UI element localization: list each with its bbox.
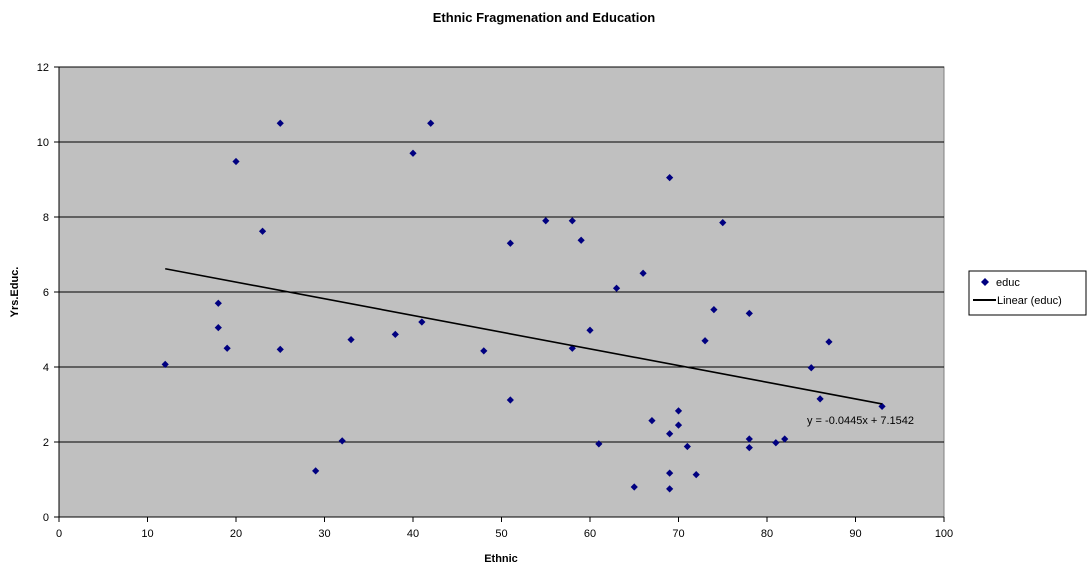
data-point-43 bbox=[781, 435, 789, 443]
data-point-33 bbox=[674, 421, 683, 429]
x-axis-title: Ethnic bbox=[484, 553, 518, 565]
x-tick-label-0: 0 bbox=[56, 528, 62, 540]
data-point-28 bbox=[666, 174, 674, 182]
data-point-34 bbox=[683, 442, 691, 451]
data-points bbox=[161, 119, 886, 493]
data-point-23 bbox=[595, 440, 603, 448]
data-point-3 bbox=[223, 344, 231, 352]
legend-box bbox=[968, 270, 1087, 316]
data-point-7 bbox=[276, 345, 284, 353]
data-point-10 bbox=[347, 336, 355, 344]
y-tick-labels: 0 2 4 6 8 10 12 bbox=[37, 62, 49, 524]
x-tick-label-80: 80 bbox=[761, 528, 773, 540]
data-point-8 bbox=[312, 467, 320, 475]
axes bbox=[54, 66, 945, 522]
data-point-12 bbox=[409, 149, 417, 157]
x-tick-label-20: 20 bbox=[230, 528, 242, 540]
chart-title: Ethnic Fragmenation and Education bbox=[433, 10, 656, 25]
legend-label-educ: educ bbox=[996, 277, 1020, 289]
data-point-13 bbox=[418, 318, 426, 326]
data-point-32 bbox=[674, 407, 683, 415]
x-tick-label-30: 30 bbox=[318, 528, 330, 540]
data-point-42 bbox=[772, 439, 780, 447]
data-point-14 bbox=[427, 119, 435, 127]
data-point-18 bbox=[542, 217, 550, 225]
data-point-26 bbox=[639, 269, 647, 277]
data-point-27 bbox=[648, 417, 656, 425]
data-point-9 bbox=[338, 437, 346, 445]
data-point-21 bbox=[577, 236, 585, 244]
legend-label-linear: Linear (educ) bbox=[997, 295, 1062, 307]
data-point-0 bbox=[161, 360, 169, 368]
data-point-35 bbox=[692, 471, 700, 479]
data-point-1 bbox=[214, 299, 222, 307]
data-point-41 bbox=[745, 444, 753, 452]
x-tick-labels: 0 10 20 30 40 50 60 70 80 90 100 bbox=[56, 528, 953, 540]
gridlines bbox=[59, 66, 944, 443]
x-tick-label-60: 60 bbox=[584, 528, 596, 540]
data-point-44 bbox=[807, 364, 815, 372]
data-point-46 bbox=[825, 338, 833, 346]
y-tick-label-0: 0 bbox=[43, 512, 49, 524]
data-point-15 bbox=[480, 347, 488, 355]
y-tick-label-4: 4 bbox=[43, 362, 49, 374]
y-tick-label-2: 2 bbox=[43, 437, 49, 449]
data-point-2 bbox=[214, 324, 222, 332]
x-tick-label-70: 70 bbox=[672, 528, 684, 540]
data-point-39 bbox=[745, 309, 753, 317]
data-point-25 bbox=[630, 483, 638, 491]
x-tick-label-100: 100 bbox=[935, 528, 953, 540]
x-tick-label-90: 90 bbox=[849, 528, 861, 540]
data-point-4 bbox=[232, 157, 240, 166]
legend-marker-educ bbox=[981, 278, 989, 286]
x-tick-label-50: 50 bbox=[495, 528, 507, 540]
data-point-24 bbox=[612, 284, 621, 292]
y-tick-label-6: 6 bbox=[43, 287, 49, 299]
data-point-29 bbox=[666, 430, 674, 438]
data-point-16 bbox=[506, 239, 514, 247]
trendline-group bbox=[165, 267, 883, 405]
data-point-36 bbox=[701, 337, 709, 345]
y-tick-label-10: 10 bbox=[37, 137, 49, 149]
data-point-22 bbox=[586, 326, 594, 334]
data-point-6 bbox=[276, 119, 284, 127]
data-point-5 bbox=[258, 227, 267, 235]
trendline bbox=[165, 267, 883, 405]
x-tick-label-10: 10 bbox=[141, 528, 153, 540]
data-point-19 bbox=[568, 217, 576, 225]
data-point-38 bbox=[719, 219, 727, 227]
data-point-11 bbox=[391, 330, 399, 338]
y-tick-label-8: 8 bbox=[43, 212, 49, 224]
data-point-37 bbox=[710, 306, 718, 314]
data-point-30 bbox=[666, 469, 674, 477]
data-point-47 bbox=[878, 402, 886, 410]
y-tick-label-12: 12 bbox=[37, 62, 49, 74]
trendline-equation: y = -0.0445x + 7.1542 bbox=[807, 415, 914, 427]
data-point-20 bbox=[568, 344, 576, 352]
y-axis-title: Yrs.Educ. bbox=[9, 267, 21, 318]
legend: educ Linear (educ) bbox=[968, 270, 1087, 316]
data-point-31 bbox=[666, 485, 674, 493]
data-point-45 bbox=[816, 395, 824, 403]
data-point-40 bbox=[745, 435, 753, 443]
x-tick-label-40: 40 bbox=[407, 528, 419, 540]
data-point-17 bbox=[506, 396, 514, 404]
